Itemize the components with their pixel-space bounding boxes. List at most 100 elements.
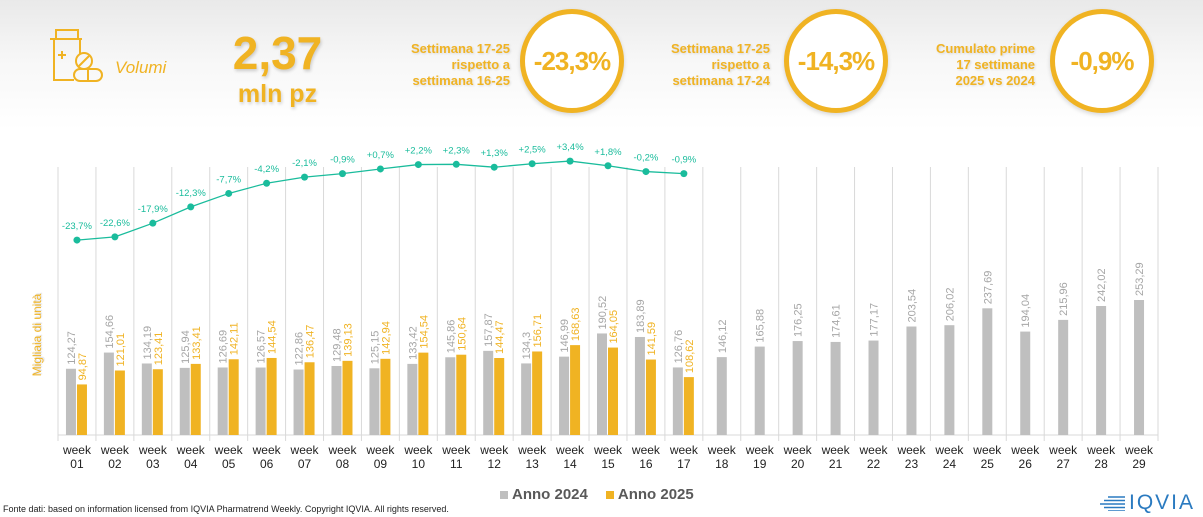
variation-label: -0,2% [634,153,659,164]
total-volume-value: 2,37 [232,27,323,79]
bar-label-2025: 108,62 [684,339,696,373]
bar-label-2024: 183,89 [635,299,647,333]
kpi-week-vs-last-year-circle: -14,3% [784,9,888,113]
variation-label: +2,3% [443,145,471,156]
variation-label: -2,1% [292,158,317,169]
bar-2024 [634,336,645,435]
x-tick-label: week 11 [441,443,471,471]
variation-point [566,157,574,165]
bar-label-2025: 141,59 [646,322,658,356]
bar-label-2024: 215,96 [1058,282,1070,316]
bar-2024 [1096,306,1107,435]
bar-label-2024: 176,25 [793,303,805,337]
variation-line-path [76,160,684,241]
bar-2024 [1020,331,1031,435]
legend-label-2025: Anno 2025 [617,486,694,503]
bar-2024 [255,367,266,435]
variation-label: -23,7% [62,221,93,232]
bar-2024 [716,357,727,435]
variation-label: +2,5% [519,145,547,156]
x-tick-label: week 23 [896,443,926,471]
bar-2025 [456,354,467,435]
volumi-label: Volumi [115,58,167,77]
bar-2025 [228,359,239,435]
bar-label-2024: 134,3 [521,332,533,360]
bar-label-2025: 144,47 [494,320,506,354]
bar-2024 [906,326,917,435]
bar-label-2025: 121,01 [115,333,127,367]
bar-label-2024: 133,42 [407,326,419,360]
bar-2024 [754,346,765,435]
bar-2025 [304,362,315,435]
bar-label-2024: 145,86 [445,320,457,354]
x-tick-label: week 08 [327,443,357,471]
bar-label-2024: 194,04 [1020,294,1032,328]
bar-label-2024: 154,66 [104,315,116,349]
bar-2024 [141,363,152,435]
bar-2024 [868,340,879,435]
bar-2025 [152,369,163,435]
bar-label-2024: 125,15 [369,331,381,365]
bar-2024 [407,363,418,435]
x-tick-label: week 02 [100,443,130,471]
kpi-cumulative-value: -0,9% [1070,45,1135,76]
variation-label: -12,3% [176,188,207,199]
bar-label-2024: 165,88 [755,309,767,343]
bar-2024 [331,365,342,435]
bar-label-2024: 122,86 [294,332,306,366]
x-tick-label: week 12 [479,443,509,471]
bar-2025 [266,357,277,435]
bar-label-2024: 190,52 [597,296,609,330]
x-tick-label: week 07 [290,443,320,471]
variation-label: +2,2% [405,146,433,157]
bar-2024 [445,357,456,435]
x-tick-label: week 22 [859,443,889,471]
bar-label-2024: 242,02 [1096,268,1108,302]
x-tick-label: week 14 [555,443,585,471]
variation-point [452,160,460,168]
bar-2024 [179,367,190,435]
bar-2025 [608,347,618,435]
x-tick-label: week 10 [403,443,433,471]
variation-label: -7,7% [216,174,241,185]
bar-2024 [559,356,570,435]
variation-label: -17,9% [138,204,169,215]
bar-2025 [645,359,656,435]
bar-label-2025: 123,41 [153,332,165,366]
bar-label-2025: 164,05 [608,310,620,344]
kpi-week-vs-last-year-label: Settimana 17-25 rispetto a settimana 17-… [671,41,770,88]
iqvia-logo-lines-icon [1100,496,1125,511]
x-tick-label: week 24 [934,443,964,471]
iqvia-logo: IQVIA [1098,491,1195,515]
x-tick-label: week 21 [821,443,851,471]
legend-swatch-2025 [605,490,614,499]
bar-2024 [521,363,532,435]
variation-label: -22,6% [100,218,131,229]
bar-2024 [982,308,993,435]
kpi-cumulative-label: Cumulato prime 17 settimane 2025 vs 2024 [936,41,1035,88]
chart-legend: Anno 2024 Anno 2025 [500,486,694,503]
bar-2025 [570,345,581,435]
bar-2025 [532,351,543,435]
variation-point [604,162,612,170]
variation-point [301,173,309,181]
legend-item-2024: Anno 2024 [500,486,588,503]
x-tick-label: week 03 [138,443,168,471]
bar-2024 [597,333,607,435]
bar-label-2025: 168,63 [570,307,582,341]
bar-label-2024: 253,29 [1134,262,1146,296]
variation-label: +0,7% [367,150,395,161]
bar-label-2024: 126,76 [673,330,685,364]
bar-label-2024: 177,17 [869,303,881,337]
x-tick-label: week 16 [631,443,661,471]
x-tick-label: week 26 [1010,443,1040,471]
bar-2025 [190,363,201,435]
variation-line: -23,7% -22,6% -17,9% -12,3% -7,7% -4,2% -2,1% -… [62,142,697,244]
variation-point [263,179,271,187]
bar-2025 [494,357,505,435]
legend-item-2025: Anno 2025 [605,486,694,503]
x-tick-label: week 15 [593,443,623,471]
x-tick-label: week 20 [783,443,813,471]
variation-point [642,168,650,176]
